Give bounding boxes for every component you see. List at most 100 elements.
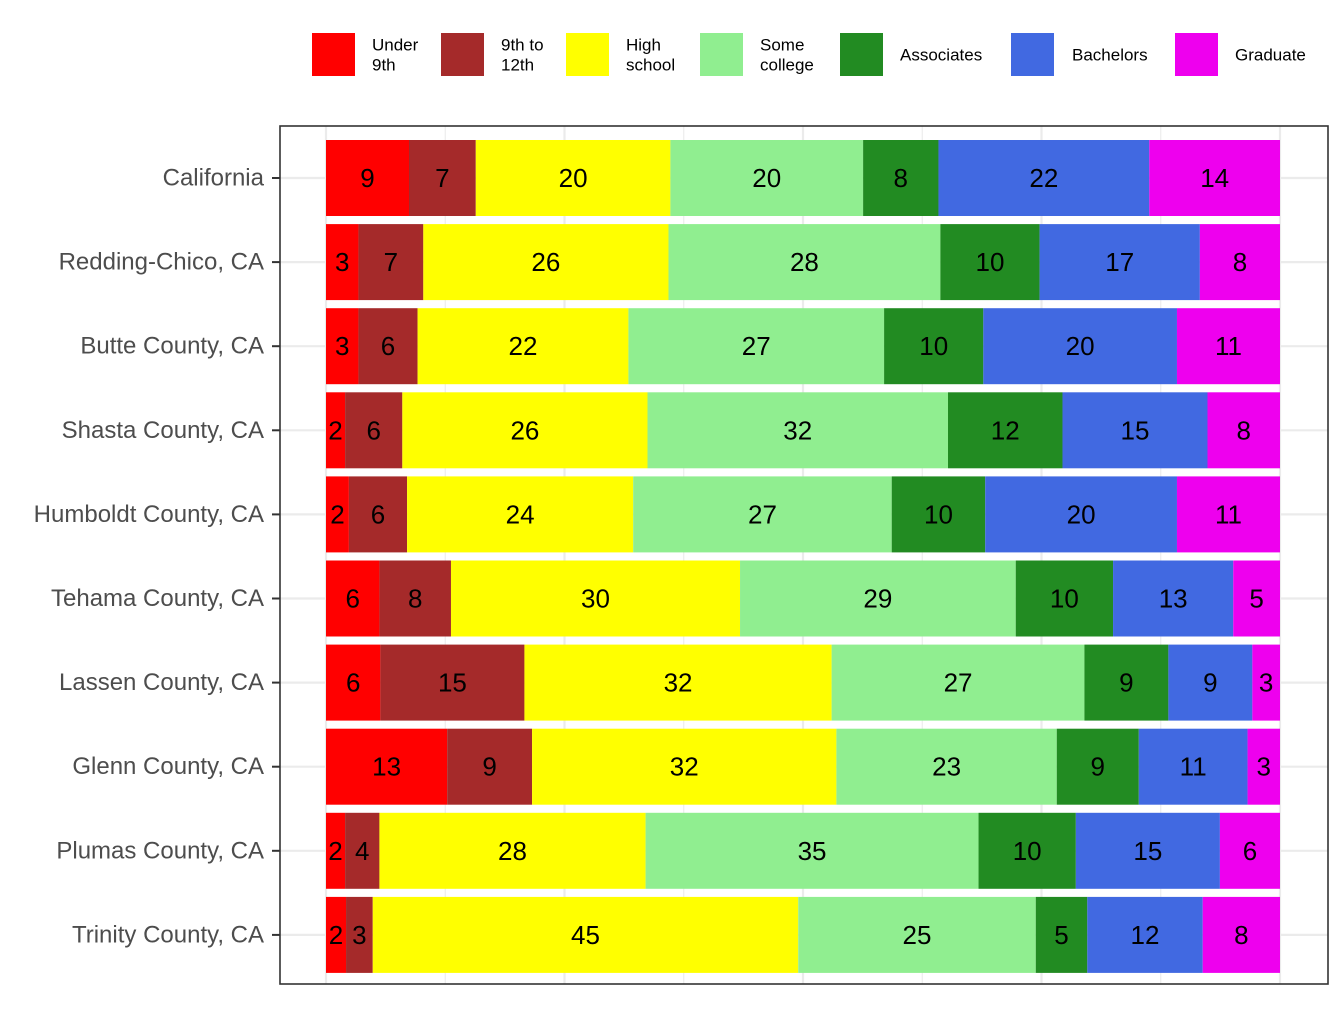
data-label: 2 — [328, 836, 342, 866]
data-label: 9 — [1091, 752, 1105, 782]
data-label: 3 — [352, 920, 366, 950]
bar-tehama-county-ca-associates — [1015, 560, 1114, 637]
data-label: 20 — [1067, 499, 1096, 529]
data-label: 15 — [438, 668, 467, 698]
bar-lassen-county-ca-associates — [1084, 644, 1169, 721]
bar-plumas-county-ca-associates — [978, 812, 1076, 889]
legend-label-high-school: school — [626, 56, 675, 75]
bar-butte-county-ca-associates — [884, 308, 984, 385]
legend-label-bachelors: Bachelors — [1072, 46, 1148, 65]
bar-shasta-county-ca-high-school — [402, 392, 648, 469]
data-label: 10 — [976, 247, 1005, 277]
y-tick-label: California — [163, 165, 265, 192]
data-label: 45 — [571, 920, 600, 950]
data-label: 24 — [506, 499, 535, 529]
data-label: 12 — [991, 415, 1020, 445]
bar-trinity-county-ca-graduate — [1202, 896, 1280, 973]
bar-humboldt-county-ca-9th-to-12th — [348, 476, 408, 553]
data-label: 4 — [355, 836, 369, 866]
bar-lassen-county-ca-some-college — [831, 644, 1085, 721]
legend-label-under-9th: 9th — [372, 56, 396, 75]
bar-glenn-county-ca-associates — [1056, 728, 1139, 805]
bar-lassen-county-ca-9th-to-12th — [380, 644, 525, 721]
data-label: 22 — [1029, 163, 1058, 193]
bar-tehama-county-ca-graduate — [1233, 560, 1280, 637]
data-label: 15 — [1121, 415, 1150, 445]
data-label: 32 — [670, 752, 699, 782]
bar-glenn-county-ca-9th-to-12th — [447, 728, 533, 805]
y-tick-label: Plumas County, CA — [56, 837, 264, 864]
data-label: 35 — [798, 836, 827, 866]
data-label: 10 — [919, 331, 948, 361]
legend-label-associates: Associates — [900, 46, 982, 65]
y-tick-label: Shasta County, CA — [62, 417, 264, 444]
bar-california-under-9th — [326, 140, 409, 216]
bar-lassen-county-ca-high-school — [524, 644, 832, 721]
bar-tehama-county-ca-some-college — [740, 560, 1016, 637]
legend-key-associates — [840, 33, 883, 76]
y-tick-label: Lassen County, CA — [59, 669, 264, 696]
bar-trinity-county-ca-bachelors — [1087, 896, 1203, 973]
data-label: 27 — [944, 668, 973, 698]
bar-glenn-county-ca-graduate — [1247, 728, 1280, 805]
data-label: 6 — [345, 584, 359, 614]
bar-lassen-county-ca-graduate — [1252, 644, 1280, 721]
bar-humboldt-county-ca-some-college — [633, 476, 892, 553]
bar-california-some-college — [670, 140, 864, 216]
data-label: 22 — [509, 331, 538, 361]
bar-shasta-county-ca-under-9th — [326, 392, 346, 469]
bar-tehama-county-ca-9th-to-12th — [379, 560, 451, 637]
data-label: 12 — [1131, 920, 1160, 950]
bar-shasta-county-ca-bachelors — [1062, 392, 1208, 469]
y-tick-label: Butte County, CA — [80, 333, 264, 360]
bar-glenn-county-ca-some-college — [836, 728, 1057, 805]
data-label: 20 — [559, 163, 588, 193]
legend-key-graduate — [1175, 33, 1218, 76]
data-label: 3 — [335, 247, 349, 277]
data-label: 2 — [330, 499, 344, 529]
data-label: 6 — [366, 415, 380, 445]
bar-plumas-county-ca-high-school — [379, 812, 646, 889]
data-label: 8 — [1233, 247, 1247, 277]
bar-shasta-county-ca-associates — [948, 392, 1063, 469]
bar-redding-chico-ca-bachelors — [1039, 224, 1200, 301]
bar-california-9th-to-12th — [408, 140, 476, 216]
data-label: 6 — [346, 668, 360, 698]
bar-california-bachelors — [938, 140, 1150, 216]
data-label: 28 — [790, 247, 819, 277]
bar-butte-county-ca-bachelors — [983, 308, 1177, 385]
data-label: 11 — [1215, 331, 1242, 361]
bar-plumas-county-ca-some-college — [645, 812, 979, 889]
y-axis: California Redding-Chico, CA Butte County,… — [34, 165, 280, 948]
data-label: 25 — [903, 920, 932, 950]
bar-plumas-county-ca-9th-to-12th — [345, 812, 380, 889]
plot-panel-border — [279, 125, 1329, 985]
bar-tehama-county-ca-high-school — [450, 560, 741, 637]
data-label: 6 — [371, 499, 385, 529]
bar-butte-county-ca-under-9th — [326, 308, 359, 385]
bar-california-high-school — [475, 140, 671, 216]
bar-tehama-county-ca-bachelors — [1113, 560, 1234, 637]
data-label: 11 — [1180, 752, 1207, 782]
data-label: 5 — [1054, 920, 1068, 950]
data-label: 20 — [1066, 331, 1095, 361]
bar-humboldt-county-ca-associates — [891, 476, 986, 553]
bar-glenn-county-ca-bachelors — [1138, 728, 1248, 805]
bar-butte-county-ca-graduate — [1176, 308, 1280, 385]
data-label: 9 — [482, 752, 496, 782]
data-label: 10 — [1050, 584, 1079, 614]
legend-label-under-9th: Under — [372, 36, 419, 55]
data-label: 26 — [531, 247, 560, 277]
data-label: 3 — [335, 331, 349, 361]
data-label: 26 — [510, 415, 539, 445]
legend-key-under-9th — [312, 33, 355, 76]
data-label: 13 — [1159, 584, 1188, 614]
data-label: 29 — [863, 584, 892, 614]
data-label: 10 — [924, 499, 953, 529]
data-label: 17 — [1105, 247, 1134, 277]
bar-glenn-county-ca-high-school — [532, 728, 837, 805]
data-label: 2 — [329, 920, 343, 950]
data-label: 27 — [742, 331, 771, 361]
